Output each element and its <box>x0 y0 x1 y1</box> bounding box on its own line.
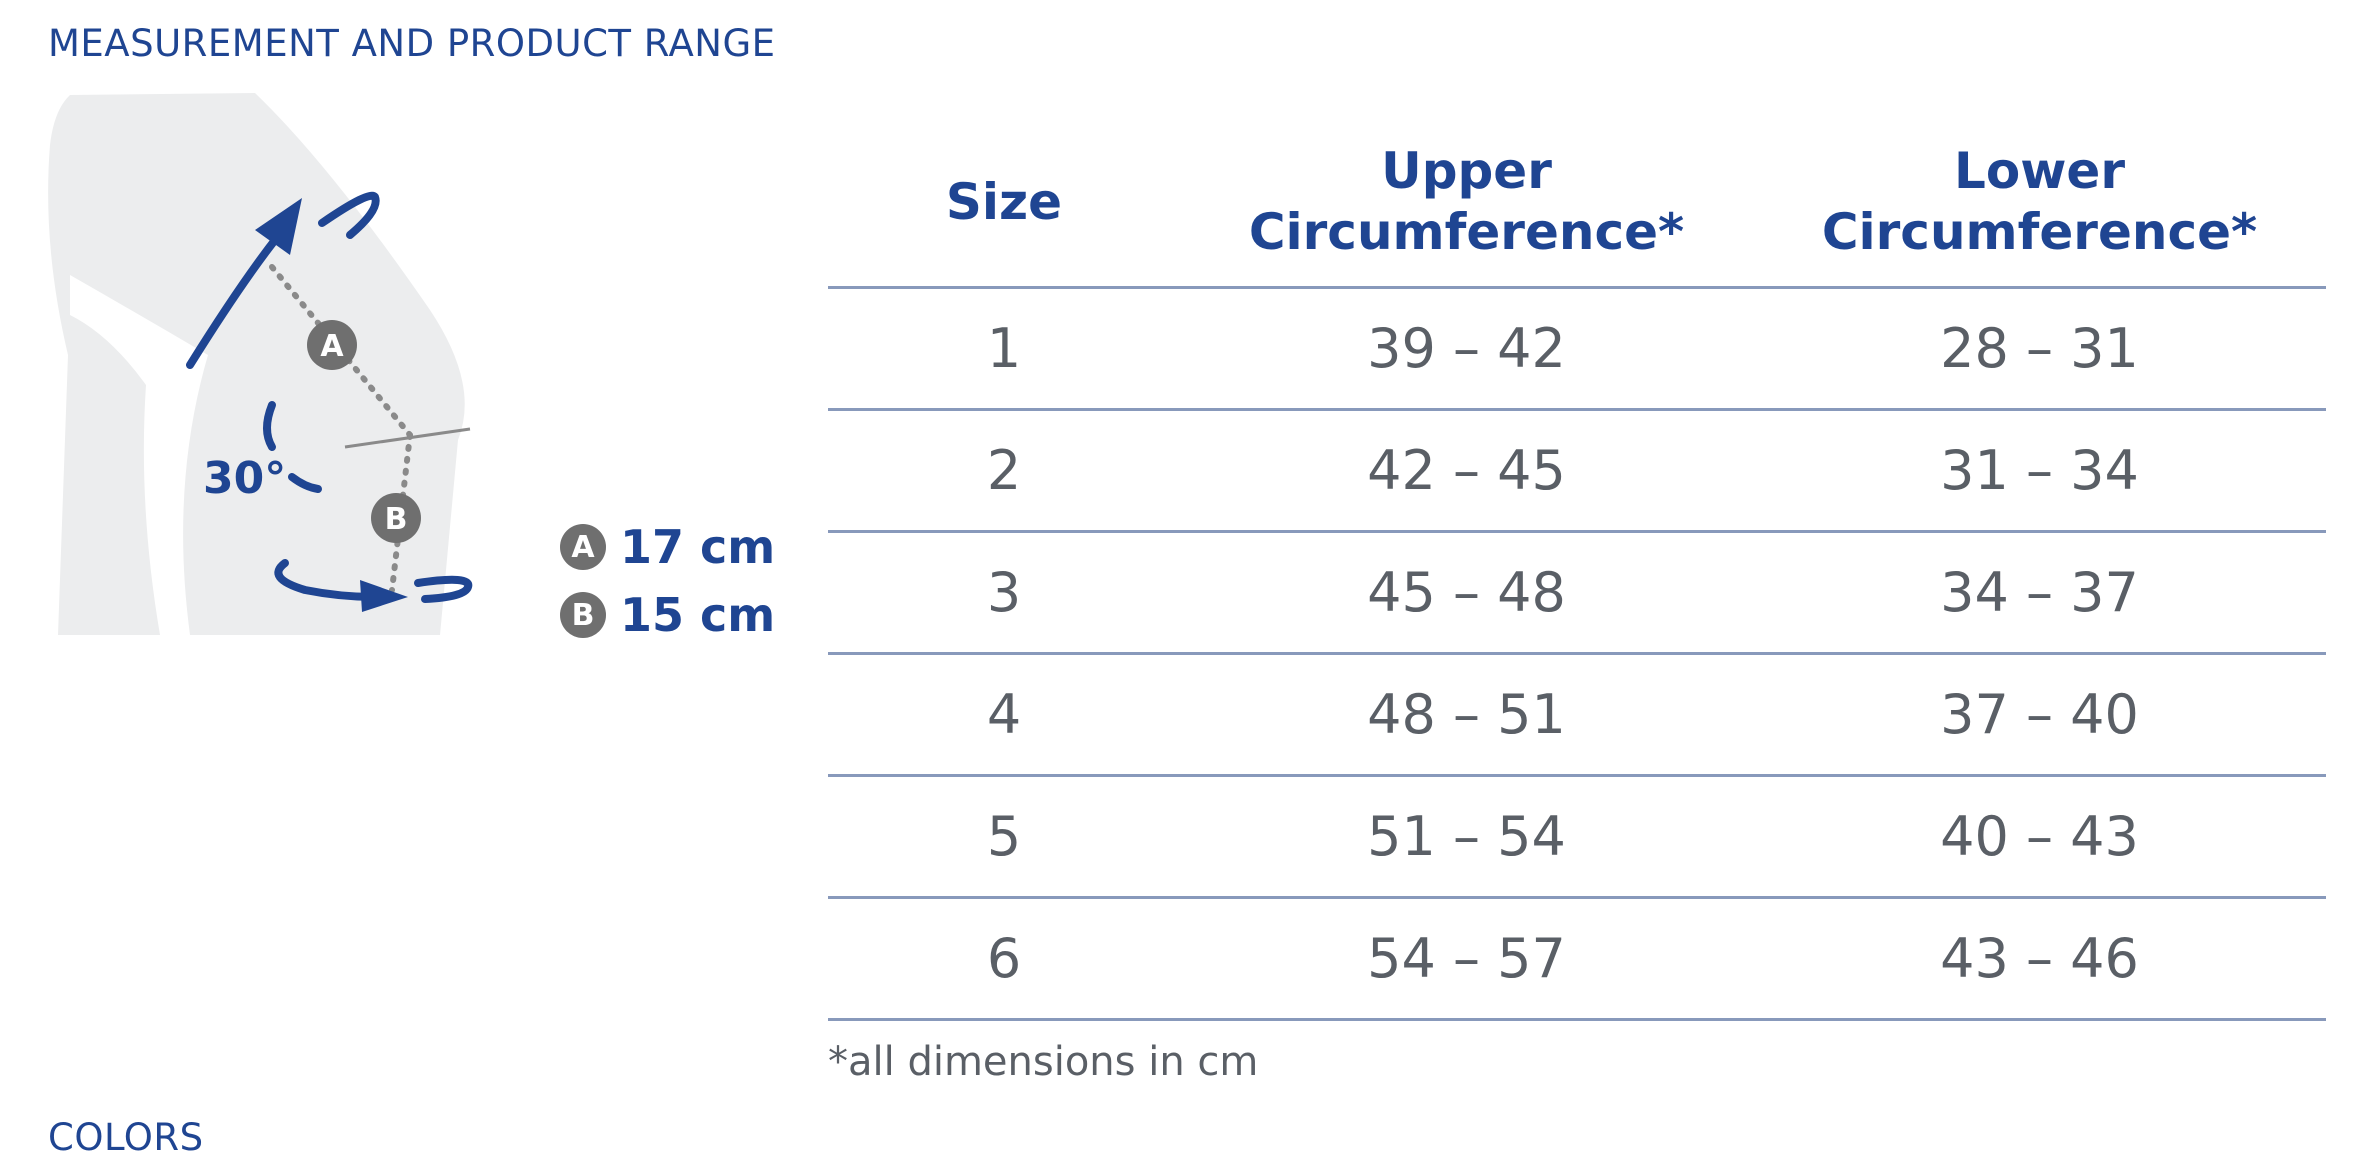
table-header-row: Size Upper Circumference* Lower Circumfe… <box>828 118 2326 289</box>
legend-value-b: 15 cm <box>620 588 776 642</box>
cell-lower: 34 – 37 <box>1753 531 2326 655</box>
header-lower-circumference: Lower Circumference* <box>1753 118 2326 289</box>
cell-size: 1 <box>828 287 1180 411</box>
cell-size: 5 <box>828 775 1180 899</box>
legend-value-a: 17 cm <box>620 520 776 574</box>
legend-row-b: B 15 cm <box>560 581 790 649</box>
measure-line-b <box>389 432 413 593</box>
lower-circumference-arrow <box>274 559 379 601</box>
marker-b-label: B <box>385 502 408 537</box>
table-row: 4 48 – 51 37 – 40 <box>828 653 2326 777</box>
lower-arrow-head <box>360 580 408 612</box>
header-lower-line2: Circumference* <box>1821 203 2258 261</box>
table-row: 1 39 – 42 28 – 31 <box>828 287 2326 411</box>
upper-circumference-arrow <box>186 236 279 369</box>
size-table-container: Size Upper Circumference* Lower Circumfe… <box>828 118 2326 1085</box>
table-row: 6 54 – 57 43 – 46 <box>828 897 2326 1021</box>
cell-lower: 28 – 31 <box>1753 287 2326 411</box>
upper-ring-back <box>318 191 380 239</box>
cell-upper: 48 – 51 <box>1180 653 1753 777</box>
table-row: 2 42 – 45 31 – 34 <box>828 409 2326 533</box>
cell-lower: 31 – 34 <box>1753 409 2326 533</box>
header-upper-line2: Circumference* <box>1248 203 1685 261</box>
legend-badge-b: B <box>560 592 606 638</box>
legend-badge-a: A <box>560 524 606 570</box>
table-row: 5 51 – 54 40 – 43 <box>828 775 2326 899</box>
lower-ring-back <box>414 575 473 603</box>
cell-size: 2 <box>828 409 1180 533</box>
knee-diagram: 30° A B <box>48 93 473 635</box>
cell-upper: 42 – 45 <box>1180 409 1753 533</box>
measurement-legend: A 17 cm B 15 cm <box>560 513 790 649</box>
cell-size: 4 <box>828 653 1180 777</box>
angle-label: 30° <box>203 453 286 504</box>
marker-a-label: A <box>320 329 344 364</box>
marker-b-badge <box>371 493 421 543</box>
thigh-shape <box>48 93 465 635</box>
leg-gap-shape <box>70 275 208 635</box>
cell-upper: 54 – 57 <box>1180 897 1753 1021</box>
header-size-label: Size <box>945 172 1063 231</box>
cell-upper: 51 – 54 <box>1180 775 1753 899</box>
header-upper-line1: Upper <box>1381 142 1552 200</box>
angle-arc-lower <box>288 473 322 493</box>
cell-size: 6 <box>828 897 1180 1021</box>
cell-lower: 43 – 46 <box>1753 897 2326 1021</box>
header-lower-line1: Lower <box>1954 142 2125 200</box>
cell-lower: 40 – 43 <box>1753 775 2326 899</box>
table-row: 3 45 – 48 34 – 37 <box>828 531 2326 655</box>
knee-measurement-illustration: 30° A B <box>40 85 480 645</box>
section-heading-measurement: MEASUREMENT AND PRODUCT RANGE <box>48 22 776 65</box>
dimensions-footnote: *all dimensions in cm <box>828 1039 1259 1085</box>
cell-lower: 37 – 40 <box>1753 653 2326 777</box>
legend-row-a: A 17 cm <box>560 513 790 581</box>
header-upper-circumference: Upper Circumference* <box>1180 118 1753 289</box>
upper-arrow-head <box>255 198 302 255</box>
marker-a-badge <box>307 320 357 370</box>
angle-arc <box>263 401 276 451</box>
section-heading-colors: COLORS <box>48 1116 204 1159</box>
size-table: Size Upper Circumference* Lower Circumfe… <box>828 118 2326 1021</box>
header-size: Size <box>828 118 1180 289</box>
cell-upper: 45 – 48 <box>1180 531 1753 655</box>
cell-size: 3 <box>828 531 1180 655</box>
cell-upper: 39 – 42 <box>1180 287 1753 411</box>
